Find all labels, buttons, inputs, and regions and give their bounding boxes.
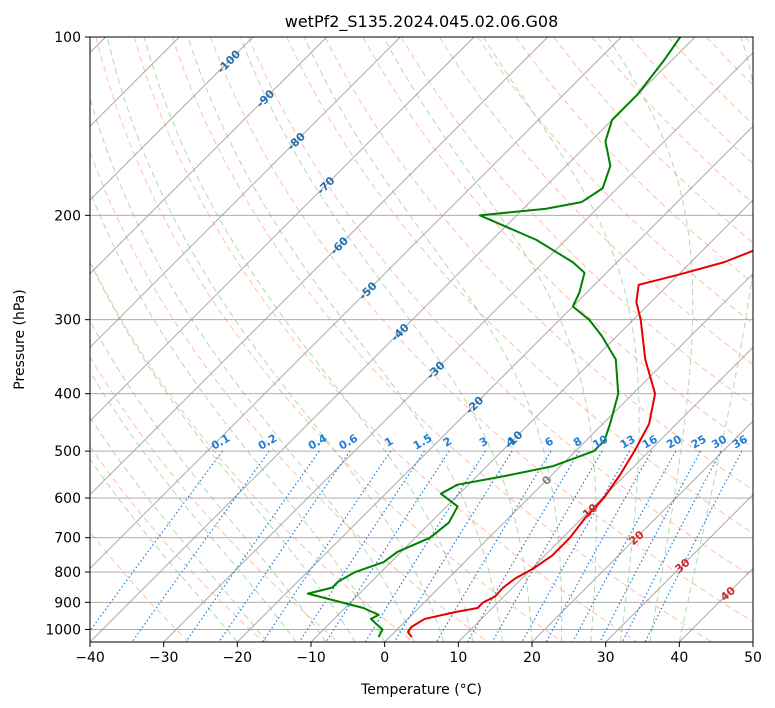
y-tick-label: 500 xyxy=(54,444,81,460)
moist-adiabat-line xyxy=(143,37,474,642)
mixing-ratio-line xyxy=(364,450,486,642)
y-tick-label: 200 xyxy=(54,208,81,224)
isotherm-line xyxy=(90,37,548,496)
y-tick-label: 1000 xyxy=(45,622,81,638)
y-axis-ticks: 100 200 300 400 500 600 700 800 900 1000 xyxy=(45,30,90,638)
moist-adiabat-line xyxy=(239,37,533,642)
isotherm-line xyxy=(90,37,696,642)
x-tick-label: 50 xyxy=(744,650,762,666)
moist-adiabat-line xyxy=(90,96,415,642)
mixing-ratio-line xyxy=(435,450,552,642)
y-tick-label: 300 xyxy=(54,313,81,329)
moist-adiabat-line xyxy=(106,37,445,642)
moist-adiabat-line xyxy=(90,189,386,642)
y-tick-label: 800 xyxy=(54,565,81,581)
mixing-ratio-line xyxy=(218,450,351,642)
x-axis-label: Temperature (°C) xyxy=(360,682,482,698)
isotherm-line xyxy=(458,346,753,642)
y-axis-label: Pressure (hPa) xyxy=(12,289,28,389)
dry-adiabat-line xyxy=(90,356,339,642)
mixing-ratio-line xyxy=(491,450,603,642)
moist-adiabat-line xyxy=(303,37,563,642)
isotherm-line xyxy=(163,52,753,642)
y-tick-label: 600 xyxy=(54,491,81,507)
mixing-ratio-line xyxy=(621,450,722,642)
isotherm-line xyxy=(90,37,254,201)
isotherm-line xyxy=(90,37,475,422)
x-tick-label: −10 xyxy=(296,650,326,666)
isotherm-line xyxy=(90,37,622,569)
moist-adiabats xyxy=(90,37,753,642)
isotherm-line xyxy=(90,37,327,275)
dry-adiabat-line xyxy=(324,37,753,491)
plot-area: 0.1 0.2 0.4 0.6 1 1.5 2 3 4 6 8 10 13 16 20 25 30 36-100-… xyxy=(90,37,753,642)
plot-frame xyxy=(89,36,754,643)
moist-adiabat-line xyxy=(90,416,268,642)
dry-adiabat-line xyxy=(133,37,638,642)
y-tick-label: 100 xyxy=(54,30,81,46)
mixing-ratio-line xyxy=(572,450,677,642)
mixing-ratio-line xyxy=(545,450,653,642)
mixing-ratio-lines xyxy=(90,450,743,642)
isotherm-line xyxy=(90,37,401,348)
temperature-profile-line xyxy=(406,249,753,638)
x-tick-label: 20 xyxy=(523,650,541,666)
dry-adiabat-line xyxy=(439,37,753,366)
mixing-ratio-line xyxy=(185,450,320,642)
dry-adiabat-line xyxy=(248,37,753,578)
moist-adiabat-line xyxy=(90,370,297,642)
moist-adiabat-line xyxy=(90,319,327,642)
moist-adiabat-line xyxy=(383,37,597,642)
mixing-ratio-line xyxy=(599,450,702,642)
moist-adiabat-line xyxy=(90,260,356,642)
mixing-ratio-line xyxy=(521,450,631,642)
x-tick-label: −20 xyxy=(223,650,253,666)
dry-adiabat-line xyxy=(210,37,753,623)
isotherm-line xyxy=(605,494,753,642)
isotherm-line xyxy=(310,199,753,642)
dry-adiabat-line xyxy=(553,37,753,244)
moist-adiabat-line xyxy=(90,458,238,642)
pressure-gridlines xyxy=(90,37,753,630)
y-tick-label: 900 xyxy=(54,595,81,611)
dry-adiabat-line xyxy=(400,37,753,407)
x-tick-label: −30 xyxy=(149,650,179,666)
mixing-ratio-line xyxy=(131,450,270,642)
x-tick-label: 10 xyxy=(449,650,467,666)
dry-adiabat-line xyxy=(95,37,563,642)
isotherms xyxy=(90,37,753,642)
moist-adiabat-line xyxy=(187,37,504,642)
mixing-ratio-line xyxy=(466,450,580,642)
sounding-profiles xyxy=(306,37,753,638)
chart-title: wetPf2_S135.2024.045.02.06.G08 xyxy=(285,12,559,32)
y-tick-label: 700 xyxy=(54,531,81,547)
dewpoint-profile-line xyxy=(306,37,682,638)
x-tick-label: 40 xyxy=(670,650,688,666)
y-tick-label: 400 xyxy=(54,387,81,403)
isotherm-line xyxy=(384,273,753,642)
x-tick-label: −40 xyxy=(75,650,105,666)
dry-adiabat-line xyxy=(90,259,414,642)
x-tick-label: 0 xyxy=(380,650,389,666)
isotherm-line xyxy=(531,420,753,642)
x-axis-ticks: −40 −30 −20 −10 0 10 20 30 40 50 xyxy=(75,642,762,666)
isotherm-line xyxy=(237,125,753,642)
dry-adiabat-line xyxy=(90,445,264,642)
moist-adiabat-line xyxy=(678,37,753,642)
x-tick-label: 30 xyxy=(597,650,615,666)
mixing-ratio-line xyxy=(393,450,513,642)
moist-adiabat-line xyxy=(482,37,640,642)
dry-adiabat-line xyxy=(286,37,753,534)
moist-adiabat-line xyxy=(607,37,694,642)
dry-adiabat-line xyxy=(171,37,712,642)
dry-adiabat-line xyxy=(591,37,753,204)
